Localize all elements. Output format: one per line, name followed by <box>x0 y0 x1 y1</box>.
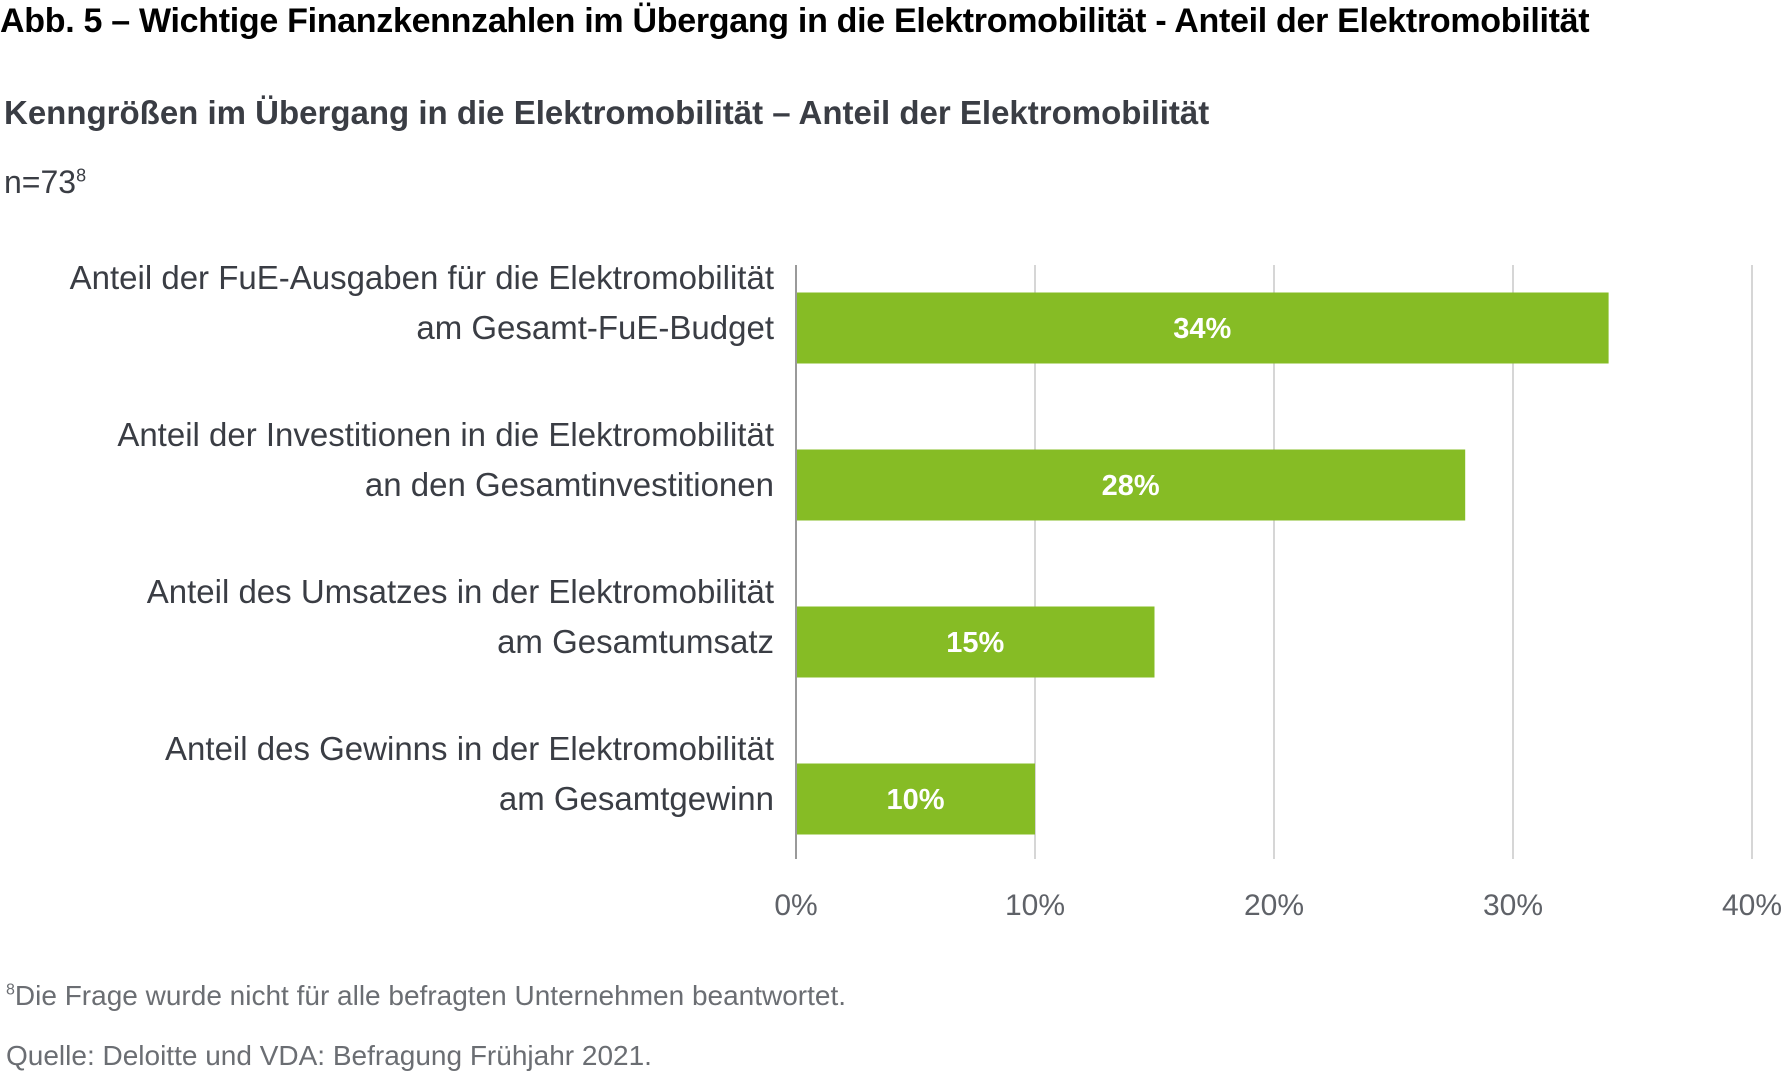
bar-data-label: 10% <box>886 784 944 816</box>
footnote: 8Die Frage wurde nicht für alle befragte… <box>6 980 846 1012</box>
x-tick-label: 40% <box>1722 889 1782 922</box>
category-label-line: Anteil der Investitionen in die Elektrom… <box>117 416 774 453</box>
category-label-line: Anteil der FuE-Ausgaben für die Elektrom… <box>69 259 774 296</box>
x-tick-label: 0% <box>774 889 817 922</box>
category-label-line: am Gesamt-FuE-Budget <box>416 309 774 346</box>
footnote-number: 8 <box>6 981 15 999</box>
category-label-line: am Gesamtgewinn <box>498 780 774 817</box>
category-label-line: am Gesamtumsatz <box>497 623 774 660</box>
category-label: Anteil der FuE-Ausgaben für die Elektrom… <box>70 253 774 353</box>
category-label: Anteil des Gewinns in der Elektromobilit… <box>165 724 774 824</box>
figure-title: Abb. 5 – Wichtige Finanzkennzahlen im Üb… <box>0 2 1590 40</box>
footnote-text: Die Frage wurde nicht für alle befragten… <box>14 980 847 1011</box>
category-label-line: an den Gesamtinvestitionen <box>364 466 774 503</box>
sample-size: n=738 <box>4 164 86 201</box>
bar-data-label: 34% <box>1173 313 1231 345</box>
source-note: Quelle: Deloitte und VDA: Befragung Früh… <box>6 1040 652 1071</box>
bar <box>796 449 1466 521</box>
category-label: Anteil des Umsatzes in der Elektromobili… <box>147 567 774 667</box>
bar <box>796 606 1155 678</box>
bar <box>796 292 1609 364</box>
category-label: Anteil der Investitionen in die Elektrom… <box>117 410 774 510</box>
bar-data-label: 15% <box>946 627 1004 659</box>
x-tick-label: 20% <box>1244 889 1304 922</box>
category-label-line: Anteil des Umsatzes in der Elektromobili… <box>146 573 774 610</box>
x-tick-label: 30% <box>1483 889 1543 922</box>
x-tick-label: 10% <box>1005 889 1065 922</box>
chart-subtitle: Kenngrößen im Übergang in die Elektromob… <box>4 94 1210 131</box>
footnote-ref: 8 <box>76 165 87 186</box>
bar <box>796 763 1035 835</box>
sample-size-text: n=73 <box>4 164 77 200</box>
category-label-line: Anteil des Gewinns in der Elektromobilit… <box>165 730 774 767</box>
bar-data-label: 28% <box>1102 470 1160 502</box>
